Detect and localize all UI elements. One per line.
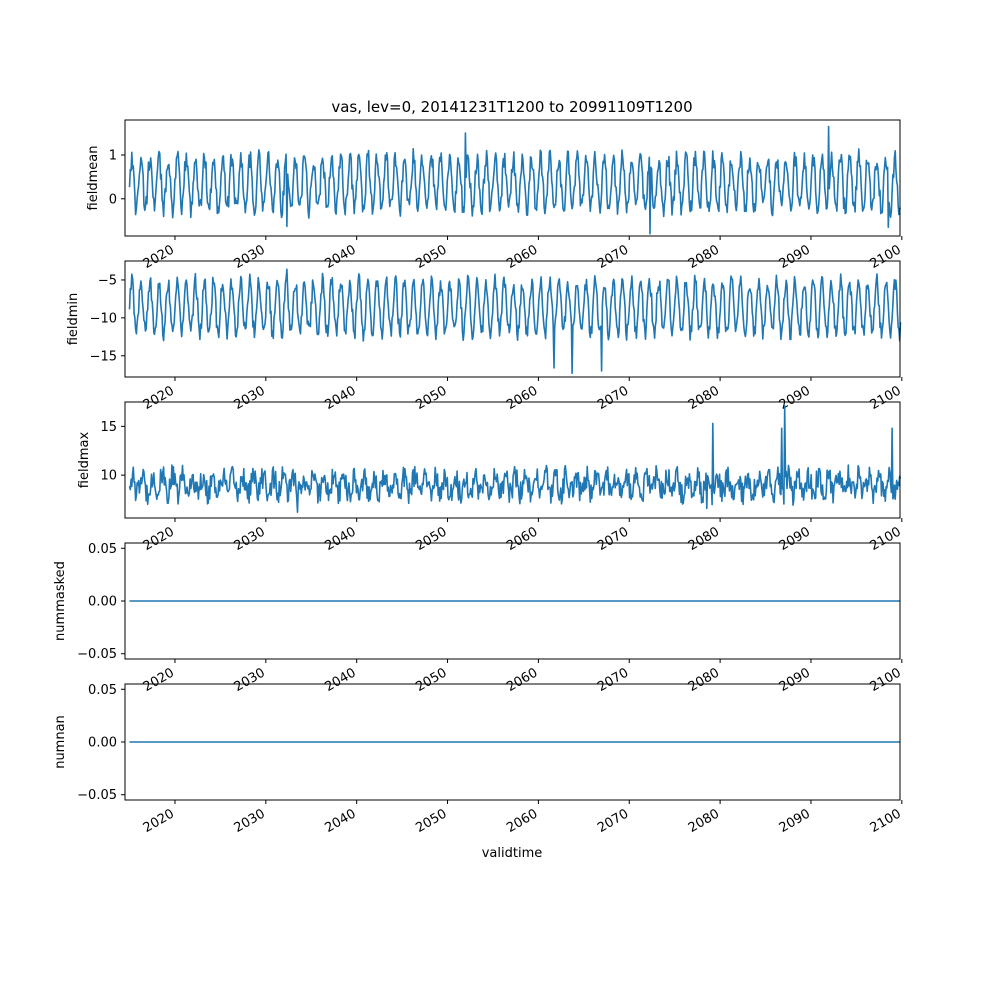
x-tick-label: 2030 <box>232 806 268 836</box>
x-tick-label: 2030 <box>232 665 268 695</box>
y-tick-label: −0.05 <box>77 647 117 662</box>
x-tick-label: 2090 <box>777 806 813 836</box>
x-tick-label: 2080 <box>686 806 722 836</box>
x-tick-label: 2040 <box>323 242 359 272</box>
x-tick-label: 2050 <box>413 806 449 836</box>
x-tick-label: 2050 <box>413 665 449 695</box>
x-tick-label: 2040 <box>323 524 359 554</box>
x-tick-label: 2070 <box>595 383 631 413</box>
x-tick-label: 2020 <box>141 242 177 272</box>
x-tick-label: 2080 <box>686 524 722 554</box>
x-tick-label: 2060 <box>504 383 540 413</box>
x-tick-label: 2060 <box>504 242 540 272</box>
x-tick-label: 2100 <box>868 242 904 272</box>
y-axis-label: fieldmin <box>66 293 81 346</box>
x-tick-label: 2030 <box>232 383 268 413</box>
subplot-fieldmax: 15 10 2020 2030 2040 2050 2060 2070 2080 2090 2100… <box>77 401 904 554</box>
x-tick-label: 2080 <box>686 242 722 272</box>
y-tick-label: 0 <box>109 192 117 207</box>
y-tick-label: 0.05 <box>88 542 117 557</box>
x-tick-label: 2070 <box>595 665 631 695</box>
y-tick-label: 15 <box>100 420 117 435</box>
y-tick-label: 0.00 <box>88 736 117 751</box>
y-tick-label: −15 <box>90 349 117 364</box>
x-tick-label: 2020 <box>141 383 177 413</box>
x-tick-label: 2080 <box>686 383 722 413</box>
x-tick-label: 2100 <box>868 806 904 836</box>
x-tick-label: 2060 <box>504 524 540 554</box>
axes-frame <box>124 260 901 378</box>
series-line-fieldmin <box>128 268 902 374</box>
subplot-numnan: 0.05 0.00 −0.05 2020 2030 2040 2050 2060 2070 208… <box>53 683 904 836</box>
y-axis-label: fieldmean <box>86 146 101 211</box>
x-tick-label: 2020 <box>141 665 177 695</box>
x-tick-label: 2060 <box>504 665 540 695</box>
chart-title: vas, lev=0, 20141231T1200 to 20991109T12… <box>331 98 692 116</box>
x-tick-label: 2030 <box>232 524 268 554</box>
x-tick-label: 2020 <box>141 524 177 554</box>
y-tick-label: 1 <box>109 149 117 164</box>
x-tick-label: 2070 <box>595 806 631 836</box>
x-tick-label: 2040 <box>323 806 359 836</box>
x-tick-label: 2100 <box>868 383 904 413</box>
y-axis-label: numnan <box>53 715 68 769</box>
y-tick-label: 0.00 <box>88 595 117 610</box>
x-tick-label: 2090 <box>777 524 813 554</box>
x-tick-label: 2090 <box>777 383 813 413</box>
x-tick-label: 2070 <box>595 524 631 554</box>
x-tick-label: 2050 <box>413 242 449 272</box>
subplot-fieldmin: −5 −10 −15 2020 2030 2040 2050 2060 2070 2080 2090… <box>66 260 904 413</box>
x-tick-label: 2020 <box>141 806 177 836</box>
x-tick-label: 2030 <box>232 242 268 272</box>
x-tick-label: 2050 <box>413 524 449 554</box>
x-tick-label: 2090 <box>777 665 813 695</box>
x-tick-label: 2100 <box>868 665 904 695</box>
x-tick-label: 2070 <box>595 242 631 272</box>
axes-frame <box>124 119 901 237</box>
series-line-fieldmax <box>128 405 902 513</box>
x-tick-label: 2040 <box>323 383 359 413</box>
y-tick-label: 0.05 <box>88 683 117 698</box>
axes-frame <box>124 401 901 519</box>
y-tick-label: −10 <box>90 311 117 326</box>
x-tick-label: 2060 <box>504 806 540 836</box>
series-line-fieldmean <box>128 125 902 235</box>
x-tick-label: 2050 <box>413 383 449 413</box>
x-axis-label: validtime <box>482 846 543 861</box>
y-tick-label: −5 <box>98 273 117 288</box>
y-tick-label: −0.05 <box>77 788 117 803</box>
x-tick-label: 2080 <box>686 665 722 695</box>
x-tick-label: 2090 <box>777 242 813 272</box>
x-tick-label: 2100 <box>868 524 904 554</box>
subplot-fieldmean: 1 0 2020 2030 2040 2050 2060 2070 2080 2090 2100 fi… <box>86 119 904 272</box>
subplot-nummasked: 0.05 0.00 −0.05 2020 2030 2040 2050 2060 2070 208… <box>53 542 904 695</box>
y-tick-label: 10 <box>100 469 117 484</box>
y-axis-label: nummasked <box>53 561 68 641</box>
y-axis-label: fieldmax <box>77 432 92 489</box>
x-tick-label: 2040 <box>323 665 359 695</box>
